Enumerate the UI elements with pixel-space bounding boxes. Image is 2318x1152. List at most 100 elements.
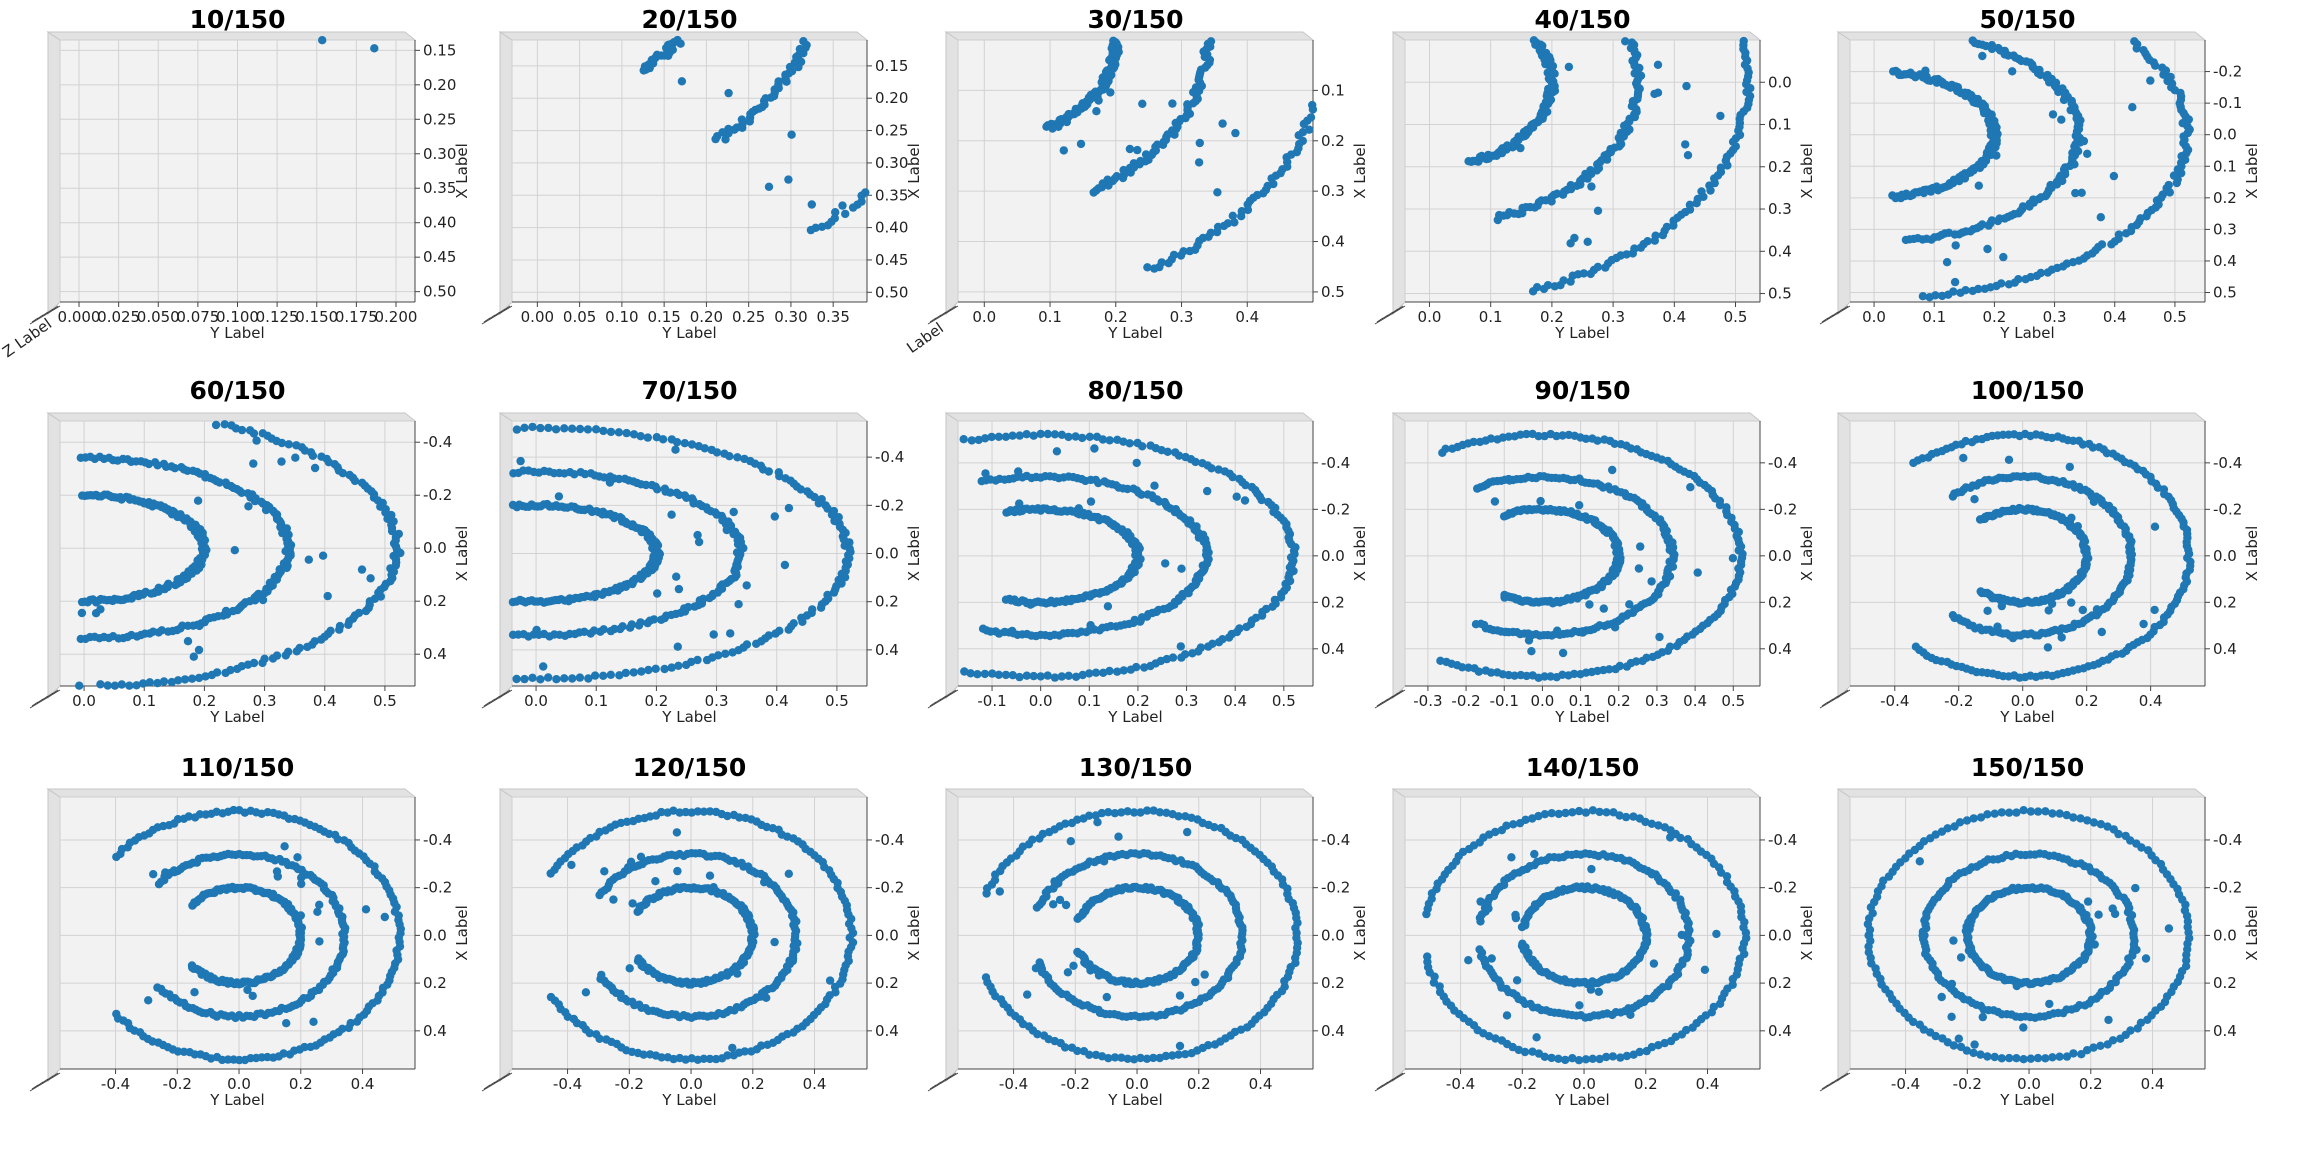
scatter-point	[250, 496, 260, 506]
scatter-point	[167, 677, 176, 687]
x-tick-label: 0.0	[1862, 308, 1886, 326]
x-tick-label: -0.1	[977, 692, 1006, 710]
scatter-point	[96, 680, 105, 689]
y-tick-label: 0.50	[423, 283, 456, 301]
scatter-point	[840, 573, 850, 582]
scatter-point	[1125, 144, 1135, 154]
scatter-point	[814, 499, 823, 508]
side-pane	[945, 31, 959, 316]
scatter-point	[1636, 542, 1645, 551]
scatter-point	[1008, 626, 1017, 636]
scatter-point	[187, 961, 197, 970]
scatter-point	[974, 435, 983, 445]
scatter-point	[532, 625, 541, 635]
panel-12: -0.4 -0.2 0.0 0.2 0.4-0.4-0.20.00.20.4120/15…	[481, 753, 923, 1109]
scatter-point	[1650, 236, 1660, 245]
scatter-point	[1085, 432, 1095, 441]
x-tick-label: 0.0	[524, 692, 548, 710]
scatter-point	[1308, 105, 1318, 114]
y-tick-label: -0.2	[2213, 500, 2242, 518]
scatter-point	[838, 201, 847, 210]
scatter-point	[700, 444, 709, 453]
y-tick-label: 0.4	[1321, 640, 1345, 658]
scatter-point	[1237, 212, 1246, 221]
scatter-point	[653, 485, 662, 494]
x-tick-label: 0.075	[176, 308, 219, 326]
scatter-point	[536, 423, 545, 433]
scatter-point	[606, 427, 616, 437]
x-tick-label: 0.2	[1540, 308, 1564, 326]
x-axis-label: Y Label	[209, 1091, 264, 1109]
x-tick-label: 0.2	[644, 692, 668, 710]
scatter-point	[1921, 66, 1930, 75]
scatter-point	[1176, 642, 1186, 651]
x-axis-label: Y Label	[1107, 324, 1162, 342]
scatter-point	[1586, 269, 1595, 279]
scatter-point	[1194, 158, 1204, 167]
scatter-point	[1650, 89, 1659, 99]
scatter-point	[2151, 61, 2160, 70]
scatter-point	[614, 474, 624, 484]
scatter-point	[1150, 264, 1159, 273]
scatter-point	[1135, 617, 1145, 626]
scatter-point	[277, 438, 287, 448]
scatter-point	[1983, 244, 1992, 254]
scatter-point	[978, 624, 988, 633]
scatter-point	[2004, 280, 2014, 289]
scatter-point	[988, 669, 997, 678]
scatter-point	[682, 660, 691, 670]
y-tick-label: 0.3	[1321, 182, 1345, 200]
scatter-point	[721, 135, 730, 144]
scatter-point	[606, 626, 616, 636]
scatter-point	[2139, 619, 2148, 629]
scatter-point	[207, 670, 217, 680]
y-tick-label: 0.5	[1768, 285, 1792, 303]
scatter-point	[560, 674, 569, 683]
x-tick-label: 0.1	[584, 692, 608, 710]
scatter-point	[2078, 605, 2087, 615]
y-tick-label: 0.0	[423, 539, 447, 557]
scatter-point	[636, 852, 646, 861]
scatter-point	[169, 866, 179, 875]
scatter-point	[125, 681, 134, 690]
scatter-point	[784, 503, 794, 513]
scatter-point	[1191, 457, 1200, 467]
scatter-point	[215, 478, 224, 487]
x-tick-label: 0.2	[1104, 308, 1128, 326]
scatter-point	[304, 555, 313, 564]
x-tick-label: 0.4	[1223, 692, 1247, 710]
x-tick-label: 0.1	[1077, 692, 1101, 710]
scatter-point	[1610, 623, 1620, 632]
y-tick-label: 0.4	[2213, 252, 2237, 270]
scatter-point	[1126, 168, 1135, 177]
scatter-point	[1094, 96, 1103, 105]
y-tick-label: -0.4	[875, 831, 904, 849]
scatter-point	[560, 424, 569, 433]
scatter-point	[641, 480, 651, 490]
x-tick-label: 0.4	[313, 692, 337, 710]
y-tick-label: -0.4	[875, 448, 904, 466]
scatter-point	[567, 860, 576, 870]
scatter-point	[742, 581, 751, 590]
scatter-point	[237, 488, 246, 497]
x-tick-label: 0.2	[741, 1075, 765, 1093]
scatter-points	[318, 36, 379, 53]
scatter-point	[636, 432, 645, 441]
scatter-point	[1505, 476, 1514, 485]
scatter-point	[370, 44, 379, 53]
scatter-point	[173, 676, 183, 685]
x-tick-label: 0.1	[1479, 308, 1503, 326]
y-tick-label: 0.2	[2213, 593, 2237, 611]
y-tick-label: 0.1	[1321, 81, 1345, 99]
scatter-point	[771, 629, 780, 638]
scatter-point	[1164, 259, 1173, 268]
scatter-point	[1539, 284, 1549, 294]
scatter-point	[2096, 213, 2105, 222]
panel-title: 80/150	[1087, 376, 1183, 405]
scatter-point	[2132, 44, 2141, 53]
scatter-point	[1228, 472, 1237, 482]
top-pane	[498, 412, 869, 422]
scatter-point	[823, 504, 832, 513]
scatter-point	[211, 420, 221, 430]
scatter-point	[625, 964, 634, 973]
